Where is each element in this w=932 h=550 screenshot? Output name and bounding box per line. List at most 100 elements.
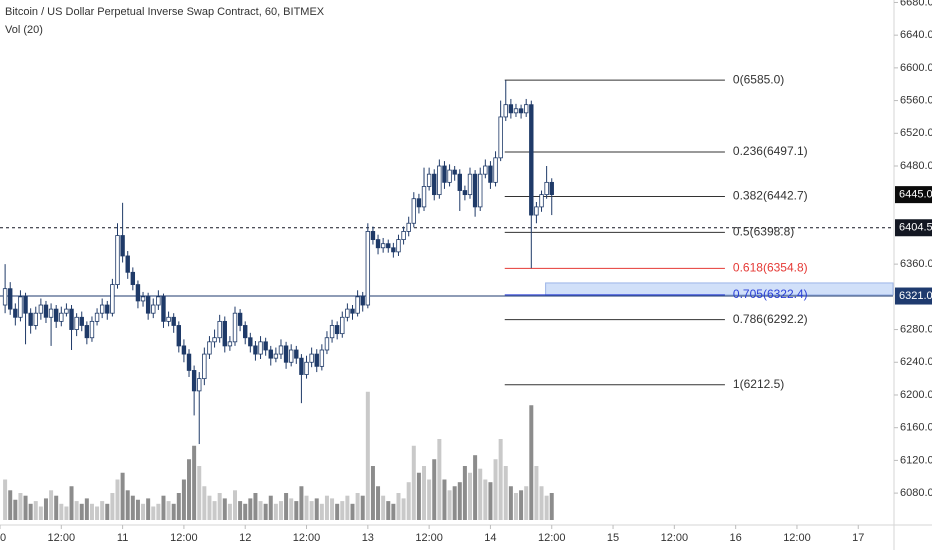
candle-body	[319, 349, 325, 367]
x-tick-label: 11	[117, 532, 128, 544]
volume-bar	[135, 499, 140, 520]
volume-bar	[529, 405, 534, 520]
volume-bar	[181, 479, 186, 520]
volume-bar	[355, 493, 360, 520]
fib-label: 0.618(6354.8)	[733, 261, 808, 275]
volume-bar	[192, 445, 197, 520]
y-tick-label: 6280.0	[900, 323, 932, 335]
volume-bar	[202, 486, 207, 520]
candle-body	[375, 239, 381, 249]
candle-body	[74, 316, 79, 330]
volume-bar	[309, 501, 314, 520]
x-tick-label: 10	[0, 532, 6, 544]
volume-bar	[8, 490, 13, 520]
volume-bar	[468, 472, 472, 520]
candle-body	[360, 296, 365, 306]
volume-bar	[493, 459, 498, 520]
volume-bar	[330, 498, 335, 520]
volume-bar	[457, 482, 462, 520]
y-tick-label: 6680.0	[900, 0, 932, 8]
volume-bar	[54, 495, 59, 520]
candle-body	[212, 337, 217, 343]
candle-body	[161, 296, 166, 322]
volume-bar	[156, 503, 161, 520]
volume-bar	[161, 495, 166, 520]
volume-bar	[233, 490, 237, 520]
volume-bar	[381, 495, 386, 520]
fib-label: 0.5(6398.8)	[733, 225, 794, 239]
volume-bar	[115, 479, 120, 520]
volume-bar	[263, 503, 268, 520]
volume-bar	[43, 498, 48, 520]
candle-body	[432, 173, 437, 196]
candle-body	[84, 325, 90, 339]
candle-body	[253, 345, 258, 355]
candle-body	[518, 108, 524, 114]
volume-bar	[197, 466, 202, 520]
volume-bar	[345, 495, 350, 520]
candle-body	[467, 173, 473, 196]
candle-body	[539, 194, 544, 208]
candle-body	[288, 349, 294, 363]
volume-bar	[79, 503, 84, 520]
volume-bar	[166, 501, 171, 520]
volume-bar	[488, 482, 493, 520]
candle-body	[380, 243, 386, 249]
candle-body	[426, 173, 432, 187]
candle-body	[442, 165, 447, 183]
candle-body	[94, 312, 100, 322]
candle-body	[110, 284, 115, 314]
fib-label: 0.382(6442.7)	[733, 189, 808, 203]
candle-body	[498, 116, 503, 159]
candle-body	[43, 304, 49, 318]
y-tick-label: 6560.0	[900, 94, 932, 106]
candle-body	[181, 345, 187, 355]
volume-bar	[258, 501, 263, 520]
x-tick-label: 12:00	[415, 532, 443, 544]
x-tick-label: 12:00	[661, 532, 689, 544]
volume-bar	[304, 495, 309, 520]
candle-body	[140, 296, 146, 302]
candle-body	[99, 304, 105, 314]
volume-bar	[253, 493, 258, 520]
volume-bar	[442, 479, 447, 520]
candle-body	[130, 271, 136, 285]
volume-bar	[273, 503, 278, 520]
volume-bar	[462, 466, 467, 520]
volume-bar	[100, 501, 105, 520]
candle-body	[248, 337, 253, 347]
candle-body	[120, 235, 125, 257]
volume-bar	[539, 486, 544, 520]
y-tick-label: 6080.0	[900, 487, 932, 499]
volume-bar	[38, 506, 43, 520]
price-marker-label: 6404.5	[899, 222, 932, 234]
x-tick-label: 14	[484, 532, 496, 544]
x-tick-label: 12:00	[293, 532, 321, 544]
price-marker	[895, 186, 932, 204]
volume-bar	[519, 490, 524, 520]
volume-bar	[524, 486, 529, 520]
candle-body	[421, 186, 427, 208]
candle-body	[64, 308, 69, 314]
fib-label: 0.786(6292.2)	[733, 312, 808, 326]
candle-body	[125, 255, 130, 273]
x-tick-label: 12	[239, 532, 251, 544]
candle-body	[462, 190, 468, 196]
volume-bar	[176, 493, 181, 520]
y-tick-label: 6240.0	[900, 356, 932, 368]
volume-bar	[544, 495, 549, 520]
x-tick-label: 17	[852, 532, 864, 544]
candle-body	[202, 353, 207, 380]
candle-body	[258, 341, 263, 355]
candle-body	[370, 231, 376, 241]
volume-bar	[473, 455, 478, 520]
volume-bar	[18, 493, 23, 520]
volume-bar	[324, 495, 329, 520]
y-tick-label: 6200.0	[900, 389, 932, 401]
candle-body	[18, 296, 23, 318]
candle-body	[263, 341, 268, 351]
volume-bar	[534, 466, 539, 520]
candle-body	[483, 165, 488, 175]
candle-body	[89, 320, 95, 339]
